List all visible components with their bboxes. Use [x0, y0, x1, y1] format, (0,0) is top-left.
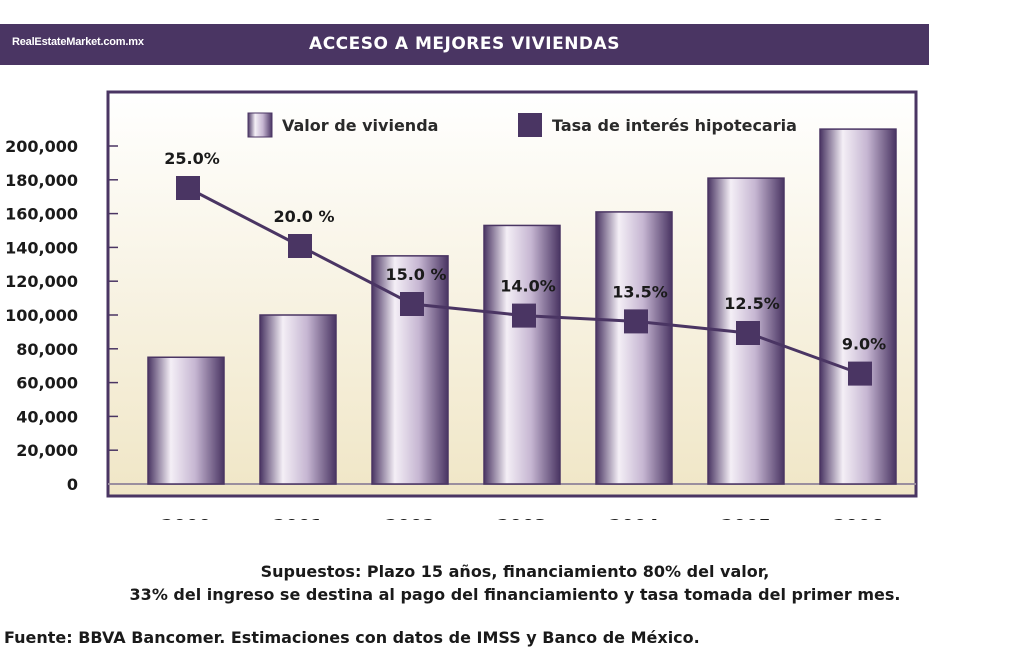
y-tick-label: 60,000	[16, 374, 78, 393]
x-tick-label: 2005	[721, 516, 771, 520]
x-tick-label: 2003	[497, 516, 547, 520]
y-tick-label: 180,000	[5, 171, 78, 190]
rate-data-label: 15.0 %	[385, 265, 446, 284]
legend-swatch-tasa-de-interes	[518, 113, 542, 137]
chart-area: 0 20,000 40,000 60,000 80,000 100,000 120,000 1…	[5, 90, 918, 520]
source-note: Fuente: BBVA Bancomer. Estimaciones con …	[4, 628, 700, 647]
rate-marker	[512, 303, 536, 328]
y-tick-label: 0	[67, 475, 78, 494]
y-tick-label: 40,000	[16, 407, 78, 426]
bar-2003	[483, 224, 561, 485]
rate-data-label: 20.0 %	[273, 207, 334, 226]
x-tick-label: 2000	[161, 516, 211, 520]
rate-data-label: 25.0%	[164, 149, 220, 168]
assumptions-line-2: 33% del ingreso se destina al pago del f…	[129, 585, 901, 604]
rate-marker	[736, 321, 760, 345]
bar-2000	[147, 356, 225, 485]
y-tick-label: 140,000	[5, 238, 78, 257]
y-tick-label: 20,000	[16, 441, 78, 460]
chart-title: ACCESO A MEJORES VIVIENDAS	[309, 34, 620, 54]
legend-label-tasa-de-interes: Tasa de interés hipotecaria	[552, 116, 797, 135]
y-tick-label: 200,000	[5, 137, 78, 156]
rate-marker	[176, 176, 200, 200]
assumptions-note: Supuestos: Plazo 15 años, financiamiento…	[0, 560, 1024, 606]
rate-marker	[848, 361, 872, 386]
bar-2001	[259, 314, 337, 485]
rate-data-label: 12.5%	[724, 294, 780, 313]
brand-logo: RealEstateMarket.com.mx	[12, 36, 144, 48]
rate-marker	[400, 292, 424, 316]
y-tick-label: 160,000	[5, 205, 78, 224]
legend-label-valor-de-vivienda: Valor de vivienda	[282, 116, 438, 135]
legend-swatch-valor-de-vivienda	[247, 112, 273, 138]
bar-2004	[595, 211, 673, 485]
rate-data-label: 13.5%	[612, 282, 668, 301]
rate-data-label: 14.0%	[500, 277, 556, 296]
rate-marker	[288, 234, 312, 258]
assumptions-line-1: Supuestos: Plazo 15 años, financiamiento…	[260, 562, 770, 581]
rate-marker	[624, 309, 648, 334]
y-tick-label: 100,000	[5, 306, 78, 325]
y-tick-label: 120,000	[5, 272, 78, 291]
bar-2006	[819, 128, 897, 485]
x-tick-label: 2002	[385, 516, 435, 520]
title-banner: RealEstateMarket.com.mx ACCESO A MEJORES…	[0, 24, 929, 65]
x-tick-label: 2004	[609, 516, 659, 520]
legend: Valor de vivienda Tasa de interés hipote…	[247, 112, 797, 138]
rate-data-label: 9.0%	[842, 335, 886, 354]
x-tick-label: 2001	[273, 516, 323, 520]
y-tick-label: 80,000	[16, 340, 78, 359]
x-tick-label: 2006	[833, 516, 883, 520]
